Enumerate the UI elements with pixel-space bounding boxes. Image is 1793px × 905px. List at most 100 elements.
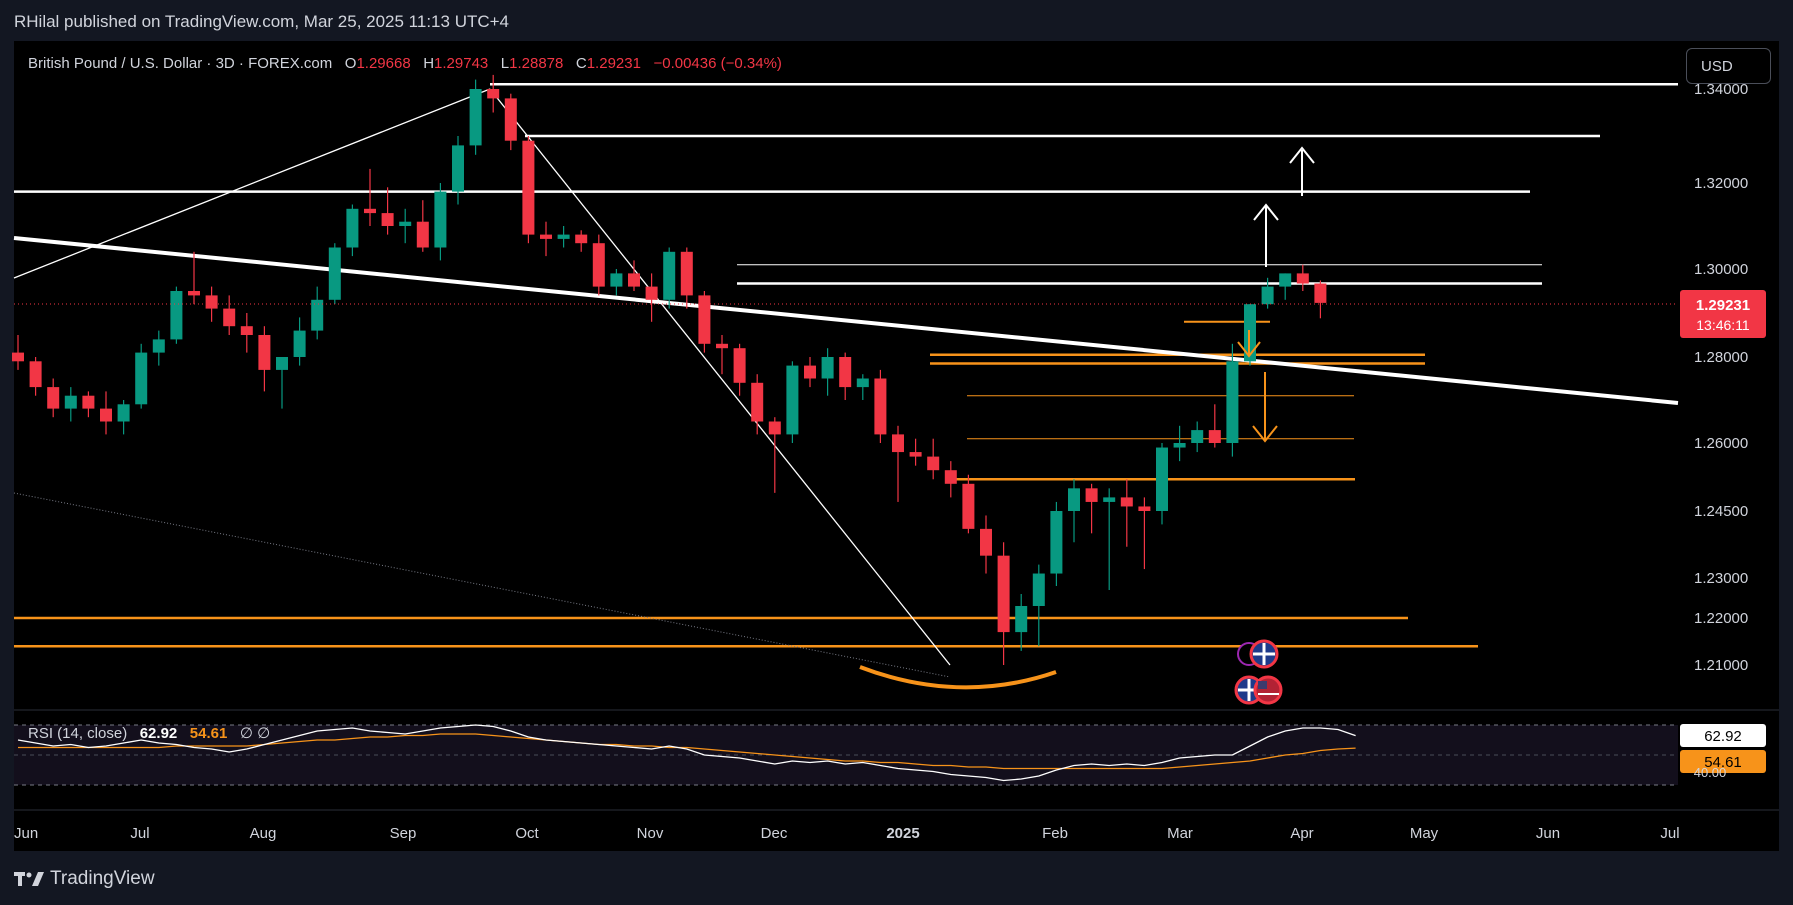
rsi-extra: ∅ ∅: [239, 725, 271, 742]
candle-body: [416, 221, 429, 248]
time-tick: Feb: [1042, 825, 1068, 842]
candle-body: [856, 378, 869, 388]
candle-body: [1296, 273, 1309, 284]
rsi-line: [17, 724, 1356, 782]
candle-body: [1261, 286, 1274, 305]
candle-body: [82, 395, 95, 409]
trendlines-layer: [13, 88, 1679, 690]
candle-body: [663, 251, 676, 300]
candle-body: [610, 273, 623, 287]
candle-body: [522, 140, 535, 235]
candle-body: [258, 335, 271, 370]
candle-body: [1085, 488, 1098, 502]
candle-body: [188, 291, 200, 296]
candle-body: [962, 483, 975, 529]
symbol-name[interactable]: British Pound / U.S. Dollar · 3D · FOREX…: [28, 55, 333, 72]
candle-body: [909, 452, 922, 457]
candle-body: [944, 470, 957, 484]
rsi-ma-value: 54.61: [189, 725, 228, 742]
candle-body: [1279, 273, 1292, 287]
us-flag-icon: [1253, 675, 1283, 705]
candle-body: [487, 89, 500, 99]
levels-layer: [14, 83, 1678, 648]
time-tick: Nov: [637, 825, 664, 842]
rsi-axis-partial: 40.00: [1694, 765, 1727, 780]
candle-body: [1226, 361, 1239, 443]
rsi-ma-line: [18, 733, 1356, 770]
high-value: 1.29743: [434, 55, 489, 72]
low-label: L: [500, 55, 510, 72]
candle-body: [1068, 488, 1080, 511]
candle-body: [698, 295, 711, 344]
candle-body: [117, 404, 130, 422]
time-tick: Jul: [1660, 825, 1679, 842]
candle-body: [452, 145, 464, 192]
price-tick: 1.23000: [1694, 570, 1748, 587]
price-tick: 1.21000: [1694, 657, 1748, 674]
footer-brand-text: TradingView: [50, 868, 155, 889]
tradingview-logo-icon: [14, 872, 44, 886]
rsi-value-label-box: [1680, 724, 1766, 747]
time-tick: Sep: [390, 825, 417, 842]
candle-body: [733, 348, 746, 383]
published-line: RHilal published on TradingView.com, Mar…: [14, 12, 510, 31]
candle-body: [1138, 506, 1151, 511]
candle-body: [293, 330, 306, 357]
up-arrow-head: [1253, 203, 1279, 221]
rsi-ma-label-box: [1680, 750, 1766, 773]
candle-body: [716, 343, 728, 349]
up-arrow-2-head: [1289, 146, 1315, 164]
candle-body: [29, 361, 42, 388]
price-tick: 1.30000: [1694, 261, 1748, 278]
price-axis[interactable]: 1.34000 1.32000 1.30000 1.28000 1.26000 1.245…: [1694, 81, 1748, 674]
candle-body: [980, 528, 992, 556]
candle-body: [1173, 443, 1186, 448]
candle-body: [240, 326, 253, 335]
candle-body: [1050, 511, 1063, 574]
candle-body: [997, 555, 1010, 633]
time-tick: Apr: [1290, 825, 1313, 842]
price-tick: 1.24500: [1694, 503, 1748, 520]
footer-brand[interactable]: TradingView: [14, 868, 155, 890]
candle-body: [47, 387, 60, 409]
rsi-value: 62.92: [139, 725, 178, 742]
descending-trendline: [13, 236, 1679, 405]
candle-body: [768, 421, 781, 435]
time-axis[interactable]: Jun Jul Aug Sep Oct Nov Dec 2025 Feb Mar Apr May Jun…: [14, 825, 1680, 842]
candle-body: [1156, 447, 1168, 511]
candle-body: [223, 308, 236, 327]
candle-body: [1015, 606, 1028, 633]
change-value: −0.00436 (−0.34%): [653, 55, 782, 72]
candle-body: [170, 291, 183, 340]
candle-body: [469, 89, 482, 146]
arrows-layer: [1237, 146, 1315, 443]
down-arrow-head: [1237, 341, 1261, 358]
candle-body: [540, 234, 552, 239]
candle-body: [927, 456, 940, 471]
rsi-value-label: 62.92 54.61 40.00: [1680, 724, 1766, 780]
last-price-value: 1.29231: [1696, 297, 1750, 314]
candle-body: [364, 208, 376, 214]
open-value: 1.29668: [356, 55, 411, 72]
candle-body: [592, 243, 605, 287]
currency-button[interactable]: USD: [1686, 48, 1771, 84]
candle-body: [1208, 430, 1221, 443]
candle-body: [557, 234, 570, 239]
countdown-value: 13:46:11: [1696, 317, 1750, 333]
candle-body: [804, 365, 816, 379]
open-label: O: [344, 55, 357, 72]
low-value: 1.28878: [509, 55, 564, 72]
time-tick: Aug: [250, 825, 277, 842]
price-tick: 1.28000: [1694, 349, 1748, 366]
candle-body: [381, 213, 394, 226]
time-tick: Dec: [761, 825, 788, 842]
candle-body: [628, 273, 640, 287]
candle-body: [504, 98, 517, 141]
event-icons[interactable]: [1234, 639, 1283, 705]
rsi-title[interactable]: RSI (14, close): [28, 725, 128, 742]
rounded-bottom-curve: [859, 665, 1057, 690]
candle-body: [399, 221, 412, 226]
candle-body: [434, 191, 447, 248]
price-tick: 1.34000: [1694, 81, 1748, 98]
